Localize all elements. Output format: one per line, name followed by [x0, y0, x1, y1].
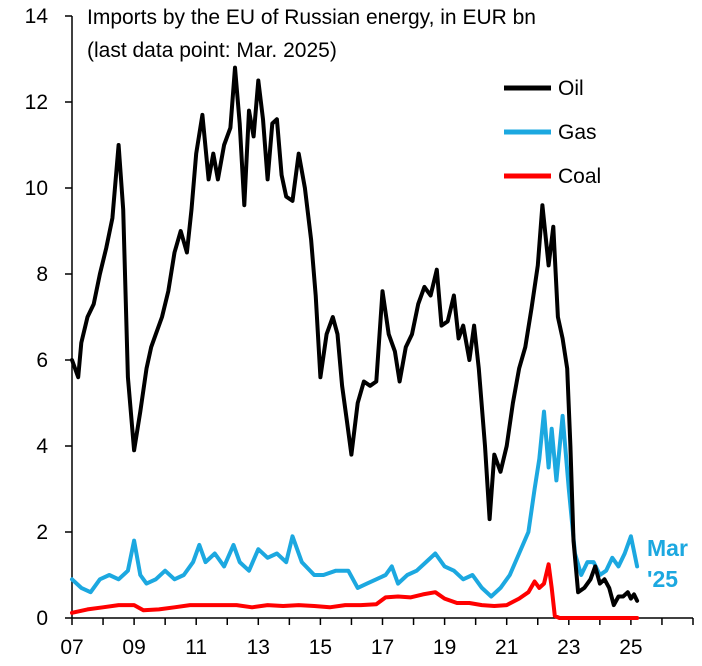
title-block: Imports by the EU of Russian energy, in … [87, 6, 536, 62]
y-tick-label: 14 [25, 5, 49, 28]
x-tick-label: 23 [557, 636, 580, 659]
y-tick-label: 2 [36, 521, 48, 544]
x-ticks: 07 09 11 13 15 17 19 21 23 25 [60, 618, 694, 659]
x-tick-label: 07 [60, 636, 83, 659]
y-tick-label: 12 [25, 91, 48, 114]
series-layer [70, 65, 640, 620]
x-tick-label: 19 [433, 636, 456, 659]
series-line-coal [70, 562, 640, 620]
last-point-annotation: Mar '25 [647, 535, 688, 592]
x-tick-label: 25 [619, 636, 642, 659]
chart-subtitle: (last data point: Mar. 2025) [87, 39, 337, 62]
axes: 0 2 4 6 8 10 12 14 07 09 11 13 15 17 19 21 23 25 [25, 5, 694, 659]
y-tick-label: 4 [36, 435, 48, 458]
y-tick-label: 8 [36, 263, 48, 286]
x-tick-label: 09 [122, 636, 145, 659]
legend-label-coal: Coal [558, 165, 601, 188]
chart-title: Imports by the EU of Russian energy, in … [87, 6, 536, 29]
annotation-line-1: Mar [647, 535, 688, 561]
series-line-gas [70, 409, 640, 599]
series-line-oil [70, 65, 640, 608]
x-tick-label: 11 [185, 636, 207, 659]
annotation-line-2: '25 [647, 566, 678, 592]
legend-label-gas: Gas [558, 121, 597, 144]
y-tick-label: 0 [36, 607, 48, 630]
x-tick-label: 21 [495, 636, 518, 659]
y-tick-label: 10 [25, 177, 48, 200]
x-tick-label: 13 [247, 636, 270, 659]
legend: Oil Gas Coal [504, 77, 601, 188]
x-tick-label: 17 [371, 636, 394, 659]
x-tick-label: 15 [309, 636, 332, 659]
legend-label-oil: Oil [558, 77, 584, 100]
y-tick-label: 6 [36, 349, 48, 372]
y-ticks: 0 2 4 6 8 10 12 14 [25, 5, 72, 630]
